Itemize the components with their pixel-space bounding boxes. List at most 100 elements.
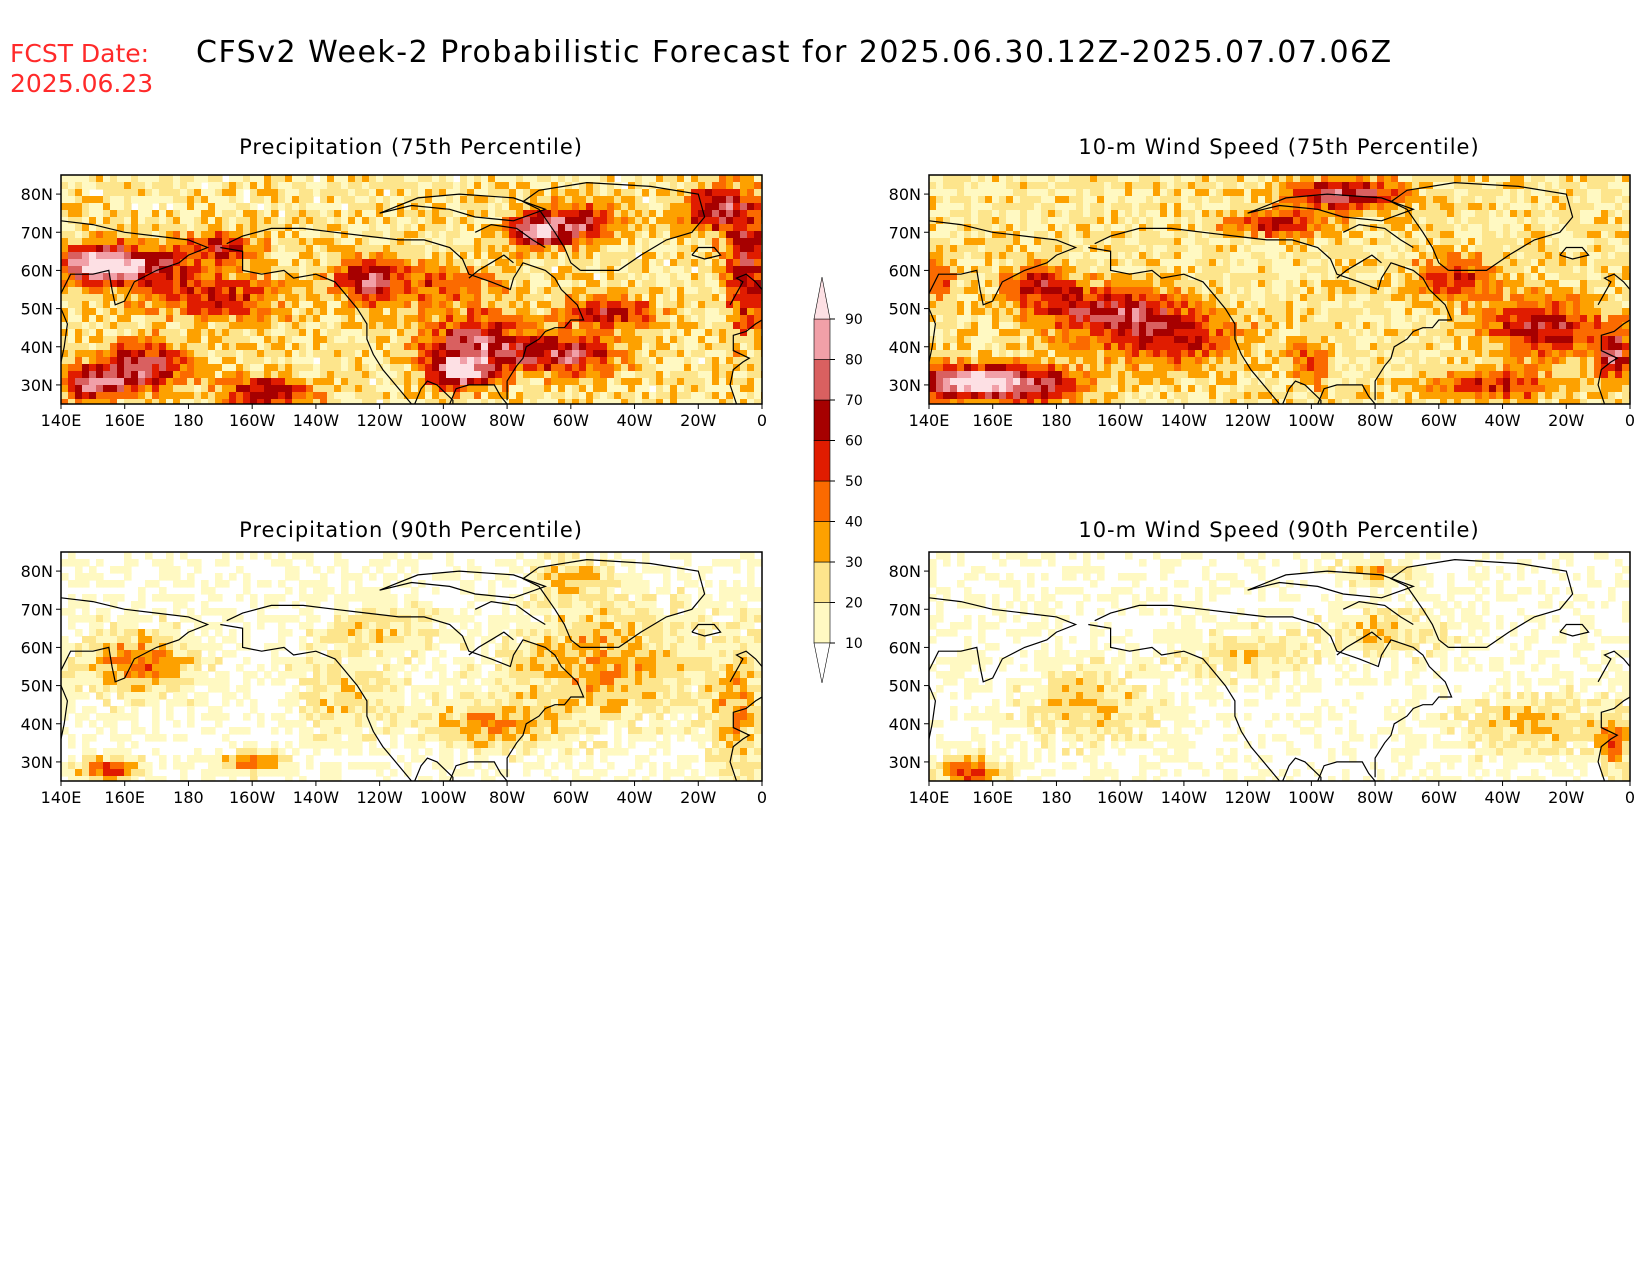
lon-tick-label: 120W <box>356 788 403 807</box>
lon-tick-label: 20W <box>680 411 716 430</box>
map-frame <box>60 174 763 405</box>
colorbar-label: 60 <box>845 434 863 450</box>
colorbar-label: 40 <box>845 515 863 531</box>
lon-tick-label: 120W <box>356 411 403 430</box>
lon-tick-label: 160E <box>972 411 1013 430</box>
lon-tick-label: 180 <box>173 411 204 430</box>
colorbar-swatch <box>813 440 831 482</box>
colorbar-swatch <box>813 521 831 563</box>
lat-tick-label: 60N <box>889 261 921 280</box>
lat-tick-label: 50N <box>21 300 53 319</box>
lon-tick-label: 20W <box>680 788 716 807</box>
map-frame <box>928 551 1631 782</box>
map-panel-wind-90: 10-m Wind Speed (90th Percentile) 80N 70N 6… <box>889 518 1635 807</box>
colorbar-max-triangle <box>813 276 831 320</box>
lat-tick-label: 40N <box>889 338 921 357</box>
coastlines <box>929 181 1630 404</box>
lat-tick-label: 30N <box>889 753 921 772</box>
figure-title: CFSv2 Week-2 Probabilistic Forecast for … <box>196 35 1393 70</box>
lon-tick-label: 160W <box>1097 411 1144 430</box>
map-panel-precip-90: Precipitation (90th Percentile) 80N 70N 60N… <box>21 518 767 807</box>
colorbar-swatch <box>813 480 831 522</box>
colorbar-swatch <box>813 359 831 401</box>
probability-shading <box>929 552 1630 781</box>
coastlines <box>929 558 1630 781</box>
lon-tick-label: 40W <box>1484 411 1520 430</box>
map-panel-wind-75: 10-m Wind Speed (75th Percentile) 80N 70N 6… <box>889 135 1635 430</box>
panel-title: 10-m Wind Speed (75th Percentile) <box>1078 135 1479 159</box>
colorbar-label: 20 <box>845 596 863 612</box>
lon-tick-label: 140E <box>41 788 82 807</box>
lat-tick-label: 50N <box>889 677 921 696</box>
lon-tick-label: 100W <box>420 788 467 807</box>
lat-tick-label: 80N <box>21 185 53 204</box>
colorbar-label: 50 <box>845 474 863 490</box>
coastlines <box>61 558 762 781</box>
colorbar-swatch <box>813 399 831 441</box>
panel-title: Precipitation (75th Percentile) <box>239 135 583 159</box>
lon-tick-label: 140E <box>909 788 950 807</box>
lat-tick-label: 30N <box>21 376 53 395</box>
lat-tick-label: 60N <box>889 638 921 657</box>
lon-tick-label: 140W <box>1161 411 1208 430</box>
fcst-date-value: 2025.06.23 <box>10 69 153 98</box>
lon-tick-label: 40W <box>616 788 652 807</box>
lon-tick-label: 60W <box>553 788 589 807</box>
lon-tick-label: 100W <box>1288 411 1335 430</box>
probability-shading <box>929 175 1630 404</box>
lon-tick-label: 80W <box>1357 411 1393 430</box>
lon-tick-label: 60W <box>1421 788 1457 807</box>
lon-tick-label: 20W <box>1548 411 1584 430</box>
lon-tick-label: 60W <box>553 411 589 430</box>
lon-tick-label: 160W <box>1097 788 1144 807</box>
fcst-date-label: FCST Date: <box>10 39 149 68</box>
colorbar-swatch <box>813 561 831 603</box>
lon-tick-label: 160W <box>229 788 276 807</box>
colorbar-label: 10 <box>845 636 863 652</box>
probability-shading <box>61 552 762 781</box>
lon-tick-label: 40W <box>616 411 652 430</box>
lon-tick-label: 160E <box>104 788 145 807</box>
map-frame <box>928 174 1631 405</box>
lon-tick-label: 160E <box>972 788 1013 807</box>
lon-tick-label: 140W <box>1161 788 1208 807</box>
lat-tick-label: 40N <box>21 338 53 357</box>
colorbar-label: 30 <box>845 555 863 571</box>
colorbar: 10 20 30 40 50 60 70 80 90 <box>813 276 863 684</box>
lon-tick-label: 140E <box>41 411 82 430</box>
lat-tick-label: 80N <box>889 562 921 581</box>
colorbar-min-triangle <box>813 642 831 684</box>
lon-tick-label: 80W <box>489 788 525 807</box>
lat-tick-label: 50N <box>21 677 53 696</box>
colorbar-swatch <box>813 602 831 644</box>
lat-tick-label: 70N <box>889 223 921 242</box>
lon-tick-label: 120W <box>1224 788 1271 807</box>
lon-tick-label: 140W <box>293 411 340 430</box>
colorbar-swatch <box>813 318 831 360</box>
lon-tick-label: 0 <box>757 411 767 430</box>
lon-tick-label: 100W <box>1288 788 1335 807</box>
lat-tick-label: 80N <box>889 185 921 204</box>
lon-tick-label: 80W <box>489 411 525 430</box>
colorbar-label: 90 <box>845 312 863 328</box>
lon-tick-label: 60W <box>1421 411 1457 430</box>
lat-tick-label: 70N <box>21 600 53 619</box>
panel-title: Precipitation (90th Percentile) <box>239 518 583 542</box>
lon-tick-label: 160W <box>229 411 276 430</box>
colorbar-label: 80 <box>845 353 863 369</box>
lat-tick-label: 70N <box>21 223 53 242</box>
lat-tick-label: 80N <box>21 562 53 581</box>
lon-tick-label: 0 <box>1625 411 1635 430</box>
lon-tick-label: 80W <box>1357 788 1393 807</box>
map-frame <box>60 551 763 782</box>
lon-tick-label: 180 <box>173 788 204 807</box>
lat-tick-label: 40N <box>21 715 53 734</box>
lon-tick-label: 120W <box>1224 411 1271 430</box>
lon-tick-label: 140E <box>909 411 950 430</box>
lon-tick-label: 140W <box>293 788 340 807</box>
panel-title: 10-m Wind Speed (90th Percentile) <box>1078 518 1479 542</box>
colorbar-label: 70 <box>845 393 863 409</box>
lat-tick-label: 40N <box>889 715 921 734</box>
lon-tick-label: 0 <box>1625 788 1635 807</box>
